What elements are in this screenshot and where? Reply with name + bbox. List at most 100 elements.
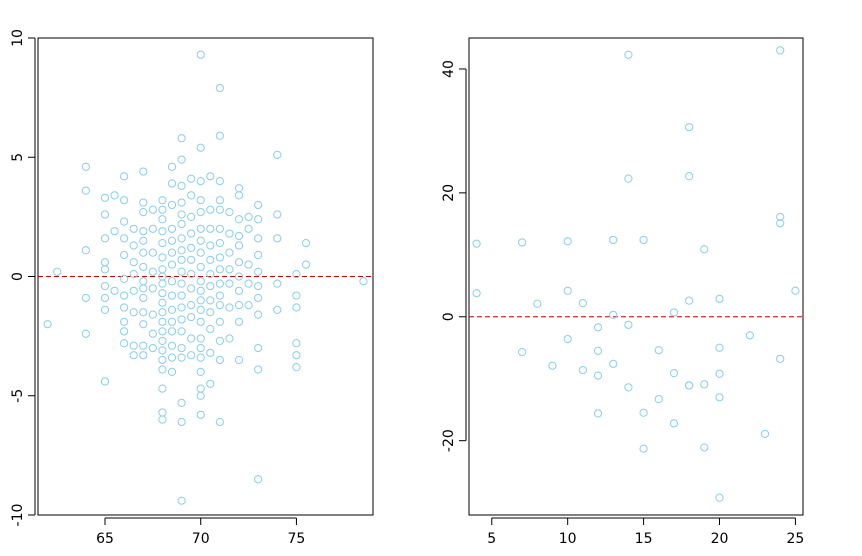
left-data-point — [120, 196, 129, 205]
left-data-point — [254, 200, 263, 210]
left-x-tick-label: 70 — [192, 531, 210, 547]
left-data-point — [215, 336, 224, 345]
left-data-point — [206, 172, 215, 181]
left-data-point — [148, 205, 157, 214]
left-x-tick-label: 75 — [288, 531, 306, 547]
left-data-point — [215, 83, 224, 93]
left-data-point — [158, 279, 167, 288]
right-data-point — [533, 299, 542, 308]
left-data-point — [139, 167, 148, 176]
left-data-point — [177, 343, 186, 353]
right-data-point — [685, 296, 694, 305]
right-data-point — [669, 369, 679, 378]
left-data-point — [206, 224, 215, 233]
left-data-point — [234, 355, 244, 365]
left-data-point — [225, 279, 234, 288]
left-data-point — [148, 248, 157, 257]
left-data-point — [148, 310, 157, 319]
left-data-point — [158, 253, 167, 262]
right-data-point — [563, 237, 572, 246]
left-data-point — [187, 284, 196, 293]
right-data-point — [715, 369, 724, 378]
right-x-tick-label: 20 — [711, 531, 729, 547]
left-data-point — [100, 281, 110, 291]
right-data-point — [715, 343, 724, 352]
left-data-point — [177, 353, 186, 362]
left-data-point — [215, 279, 224, 288]
left-data-point — [177, 246, 186, 255]
right-data-point — [776, 354, 785, 363]
left-data-point — [148, 343, 157, 353]
left-data-point — [215, 239, 224, 248]
left-data-point — [120, 274, 129, 283]
left-data-point — [225, 265, 234, 274]
left-data-point — [139, 208, 148, 217]
left-data-point — [158, 308, 167, 317]
left-data-point — [139, 198, 148, 207]
left-data-point — [187, 243, 196, 252]
left-data-point — [81, 246, 90, 255]
left-data-point — [187, 301, 196, 310]
left-data-point — [234, 184, 244, 193]
left-data-point — [139, 308, 148, 317]
right-data-point — [624, 174, 633, 183]
left-data-point — [167, 236, 177, 245]
left-data-point — [110, 227, 119, 236]
left-data-point — [158, 384, 167, 393]
left-data-point — [177, 181, 186, 190]
left-data-point — [187, 229, 196, 238]
right-data-point — [563, 286, 572, 295]
right-data-point — [624, 320, 633, 329]
left-data-point — [158, 265, 167, 274]
left-data-point — [254, 365, 263, 374]
left-data-point — [129, 258, 138, 267]
left-data-point — [215, 291, 224, 300]
left-data-point — [196, 50, 205, 59]
left-data-point — [206, 308, 215, 317]
left-data-point — [225, 248, 234, 257]
left-data-point — [196, 353, 205, 362]
left-data-point — [139, 320, 148, 329]
left-data-point — [177, 155, 186, 164]
left-data-point — [196, 177, 205, 186]
right-data-point — [639, 444, 648, 453]
left-data-point — [187, 174, 196, 183]
left-data-point — [254, 475, 263, 484]
left-data-point — [215, 196, 224, 205]
left-data-point — [158, 336, 167, 345]
right-data-point — [548, 361, 557, 370]
left-data-point — [187, 255, 196, 264]
left-data-point — [225, 303, 234, 312]
left-data-point — [206, 205, 215, 214]
left-y-tick-label: 0 — [10, 272, 26, 281]
left-data-point — [301, 239, 311, 248]
left-data-point — [292, 291, 301, 300]
right-data-point — [715, 493, 724, 502]
right-data-point — [593, 409, 603, 418]
left-data-point — [215, 177, 224, 186]
left-y-tick-label: -5 — [10, 389, 26, 403]
left-data-point — [225, 208, 234, 217]
left-data-point — [234, 286, 244, 295]
right-data-point — [563, 334, 572, 344]
left-data-point — [100, 265, 110, 274]
left-data-point — [167, 200, 177, 210]
left-data-point — [120, 291, 129, 300]
left-data-point — [129, 241, 138, 250]
left-data-point — [206, 281, 215, 291]
right-data-point — [609, 359, 618, 368]
right-y-tick-label: 40 — [441, 60, 457, 78]
right-data-point — [654, 395, 663, 404]
left-data-point — [215, 253, 224, 262]
left-data-point — [100, 258, 110, 267]
left-data-point — [81, 329, 90, 338]
left-data-point — [110, 191, 119, 200]
left-data-point — [177, 255, 186, 264]
left-data-point — [196, 224, 205, 233]
left-data-point — [187, 270, 196, 279]
left-data-point — [148, 329, 157, 338]
left-data-point — [43, 320, 52, 329]
left-data-point — [158, 239, 167, 248]
left-data-point — [359, 277, 368, 286]
